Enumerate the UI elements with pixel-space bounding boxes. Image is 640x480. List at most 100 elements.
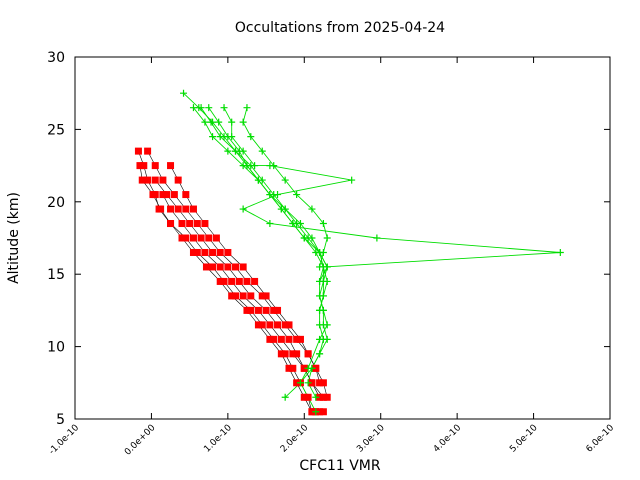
series-2-point <box>201 118 209 126</box>
series-1-point <box>201 220 209 228</box>
series-2-point <box>323 234 331 242</box>
x-tick-label: 6.0e-10 <box>585 423 617 455</box>
series-1-point <box>193 220 201 228</box>
series-1-point <box>285 335 293 343</box>
series-2-point <box>304 364 312 372</box>
series-2-profile-3-line <box>208 107 328 398</box>
series-2-point <box>266 220 274 228</box>
series-2-point <box>274 191 282 199</box>
series-2-point <box>197 104 205 112</box>
series-1-point <box>239 292 247 300</box>
series-2-point <box>316 306 324 314</box>
series-2-point <box>270 162 278 170</box>
series-2-profile-4-line <box>223 107 561 282</box>
series-1-profile-1-line <box>138 150 324 413</box>
series-1-point <box>312 364 320 372</box>
y-tick-label: 20 <box>47 195 65 211</box>
series-1-point <box>293 335 301 343</box>
series-1-point <box>157 205 165 213</box>
series-1-point <box>149 191 157 199</box>
series-2-point <box>258 147 266 155</box>
series-1-point <box>138 176 146 184</box>
series-2-point <box>205 104 213 112</box>
series-1-point <box>144 176 152 184</box>
series-1-point <box>258 321 266 329</box>
series-1-point <box>136 162 144 170</box>
series-1-point <box>323 393 331 401</box>
series-1-point <box>254 321 262 329</box>
series-1-point <box>216 263 224 271</box>
series-1-point <box>289 350 297 358</box>
series-1-point <box>189 205 197 213</box>
series-2-point <box>293 191 301 199</box>
series-2-point <box>316 350 324 358</box>
series-1-point <box>304 350 312 358</box>
series-2-point <box>266 191 274 199</box>
series-2-point <box>228 133 236 141</box>
series-1-point <box>151 176 159 184</box>
series-1-point <box>220 277 228 285</box>
series-1-profile-5-line <box>155 179 320 398</box>
series-1-point <box>281 350 289 358</box>
series-1-point <box>266 321 274 329</box>
series-2-point <box>251 162 259 170</box>
series-1-point <box>212 234 220 242</box>
series-1-point <box>182 205 190 213</box>
x-tick-label: 4.0e-10 <box>432 423 464 455</box>
series-2-point <box>239 205 247 213</box>
series-1-point <box>167 220 175 228</box>
series-markers <box>134 89 564 416</box>
series-1-point <box>293 379 301 387</box>
series-2-point <box>293 220 301 228</box>
x-tick-label: 5.0e-10 <box>508 423 540 455</box>
series-2-point <box>228 118 236 126</box>
series-2-point <box>254 176 262 184</box>
series-2-point <box>239 162 247 170</box>
series-2-point <box>556 248 564 256</box>
series-1-point <box>216 277 224 285</box>
series-1-point <box>224 248 232 256</box>
chart-title: Occultations from 2025-04-24 <box>235 20 445 36</box>
series-2-profile-6-line <box>242 107 328 268</box>
series-2-point <box>319 220 327 228</box>
series-1-point <box>289 364 297 372</box>
series-2-point <box>281 393 289 401</box>
series-2-point <box>247 133 255 141</box>
series-2-point <box>319 248 327 256</box>
series-2-point <box>209 133 217 141</box>
series-1-point <box>293 350 301 358</box>
series-1-point <box>228 277 236 285</box>
y-tick-label: 5 <box>56 412 65 428</box>
series-1-point <box>247 292 255 300</box>
series-2-point <box>312 393 320 401</box>
series-2-profile-5-line <box>193 107 328 311</box>
series-2-point <box>323 321 331 329</box>
series-1-point <box>182 234 190 242</box>
axes: -1.0e-10 0.0e+00 1.0e-10 2.0e-10 3.0e-10 4.0e… <box>47 50 616 458</box>
series-1-point <box>202 263 210 271</box>
series-1-point <box>235 277 243 285</box>
series-1-point <box>209 248 217 256</box>
series-1-point <box>262 306 270 314</box>
series-1-point <box>144 147 152 155</box>
series-2-point <box>316 277 324 285</box>
series-2-point <box>216 133 224 141</box>
series-1-point <box>224 263 232 271</box>
series-2-point <box>316 335 324 343</box>
series-1-point <box>277 350 285 358</box>
series-1-point <box>228 292 236 300</box>
series-1-point <box>178 234 186 242</box>
series-1-point <box>277 335 285 343</box>
x-axis-label: CFC11 VMR <box>299 458 381 474</box>
y-tick-label: 30 <box>47 50 65 66</box>
series-2-point <box>239 147 247 155</box>
series-1-point <box>308 408 316 416</box>
series-2-point <box>312 408 320 416</box>
plot-frame <box>74 56 611 420</box>
series-1-point <box>274 306 282 314</box>
series-1-point <box>178 220 186 228</box>
series-2-point <box>308 205 316 213</box>
series-1-point <box>243 306 251 314</box>
series-1-point <box>209 263 217 271</box>
